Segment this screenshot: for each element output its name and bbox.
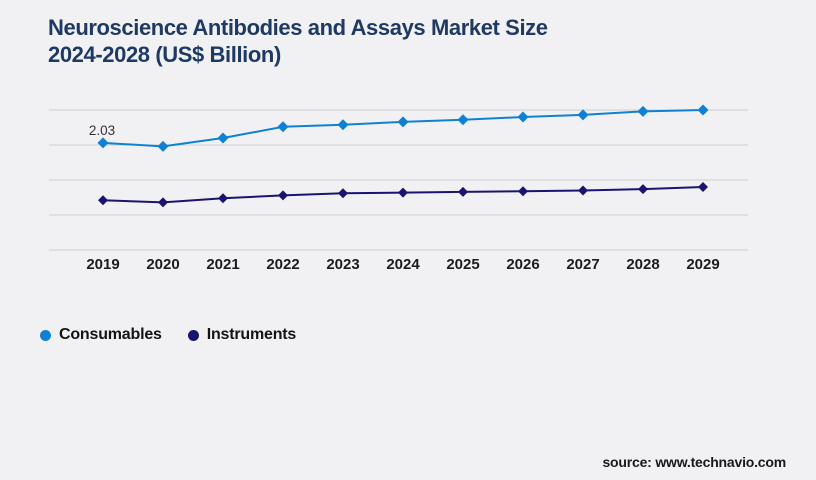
x-axis-label: 2027 xyxy=(566,256,599,273)
data-point-instruments-2024[interactable] xyxy=(398,187,408,198)
x-axis-label: 2024 xyxy=(386,256,420,273)
data-point-consumables-2023[interactable] xyxy=(337,119,349,131)
data-label: 2.03 xyxy=(89,123,115,138)
data-point-consumables-2024[interactable] xyxy=(397,116,409,128)
x-axis-label: 2029 xyxy=(686,256,719,273)
legend-marker-instruments xyxy=(187,329,199,341)
legend-item-instruments[interactable]: Instruments xyxy=(187,326,297,344)
page-title-line2: 2024-2028 (US$ Billion) xyxy=(48,42,281,67)
x-axis-label: 2019 xyxy=(86,256,119,273)
x-axis-label: 2026 xyxy=(506,256,539,273)
x-axis-label: 2028 xyxy=(626,256,659,273)
legend-label-instruments: Instruments xyxy=(206,326,297,343)
data-point-instruments-2023[interactable] xyxy=(338,188,348,199)
data-point-instruments-2025[interactable] xyxy=(458,186,468,197)
data-point-instruments-2026[interactable] xyxy=(518,186,528,197)
data-point-instruments-2022[interactable] xyxy=(278,190,288,201)
data-point-consumables-2021[interactable] xyxy=(217,132,229,144)
data-point-consumables-2029[interactable] xyxy=(697,104,709,116)
page-title: Neuroscience Antibodies and Assays Marke… xyxy=(48,14,668,68)
data-point-consumables-2019[interactable] xyxy=(97,137,109,149)
data-point-instruments-2027[interactable] xyxy=(578,185,588,196)
data-point-instruments-2029[interactable] xyxy=(698,182,708,192)
legend-marker-consumables xyxy=(40,329,51,341)
x-axis-label: 2022 xyxy=(266,256,299,273)
data-point-consumables-2026[interactable] xyxy=(517,111,529,123)
source-attribution: source: www.technavio.com xyxy=(602,454,786,470)
data-point-consumables-2020[interactable] xyxy=(157,140,169,152)
x-axis-label: 2025 xyxy=(446,256,479,273)
data-point-consumables-2028[interactable] xyxy=(637,105,649,117)
legend-item-consumables[interactable]: Consumables xyxy=(40,326,162,344)
data-point-instruments-2028[interactable] xyxy=(638,184,648,195)
data-point-instruments-2020[interactable] xyxy=(158,197,168,208)
data-point-consumables-2022[interactable] xyxy=(277,121,289,133)
data-point-consumables-2025[interactable] xyxy=(457,114,469,126)
series-line-consumables xyxy=(102,109,704,148)
data-point-instruments-2019[interactable] xyxy=(98,195,108,206)
x-axis-label: 2023 xyxy=(326,256,359,273)
data-point-instruments-2021[interactable] xyxy=(218,193,228,204)
legend-label-consumables: Consumables xyxy=(59,326,162,343)
page-title-line1: Neuroscience Antibodies and Assays Marke… xyxy=(48,15,548,40)
x-axis-label: 2020 xyxy=(146,256,179,273)
chart-legend: Consumables Instruments xyxy=(40,326,296,344)
x-axis-label: 2021 xyxy=(206,256,239,273)
data-point-consumables-2027[interactable] xyxy=(577,109,589,121)
